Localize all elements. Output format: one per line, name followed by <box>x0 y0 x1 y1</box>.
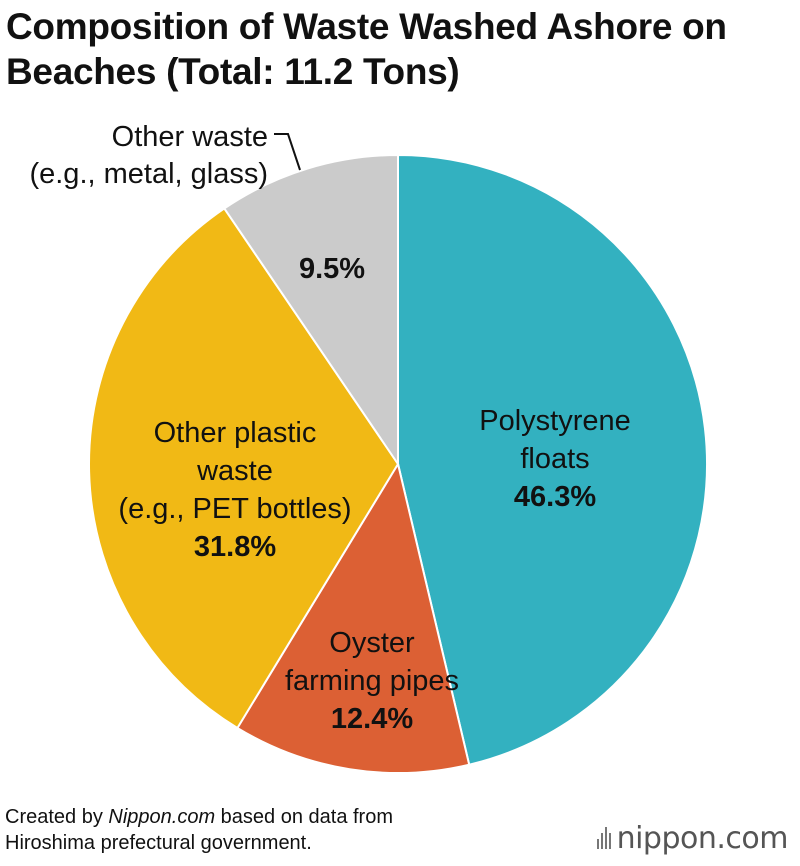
nippon-logo: nippon.com <box>596 820 789 856</box>
source-note-line-1: Created by Nippon.com based on data from <box>5 806 393 828</box>
slice-label-2-line-2: farming pipes <box>285 665 459 697</box>
slice-label-3-line-3: (e.g., PET bottles) <box>118 493 351 525</box>
pie-slice-2 <box>236 461 471 774</box>
source-note: Created by Nippon.com based on data from… <box>5 804 393 856</box>
slice-label-4-line-2: (e.g., metal, glass) <box>29 158 268 190</box>
source-note-line-2: Hiroshima prefectural government. <box>5 832 312 854</box>
pie-slice-3 <box>88 207 400 730</box>
slice-label-4-line-1: Other waste <box>112 121 268 153</box>
slice-value-1: 46.3% <box>514 481 596 513</box>
chart-title: Composition of Waste Washed Ashore on Be… <box>6 4 796 94</box>
pie-labels: Polystyrene floats 46.3% Oyster farming pipe… <box>29 121 630 735</box>
chart-title-line-2: Beaches (Total: 11.2 Tons) <box>6 51 460 92</box>
slice-label-1-line-1: Polystyrene <box>479 405 631 437</box>
slice-label-2-line-1: Oyster <box>329 627 415 659</box>
slice-label-3-line-1: Other plastic <box>154 417 317 449</box>
logo-text: nippon.com <box>616 820 789 856</box>
pie-slices <box>88 153 708 774</box>
slice-value-4: 9.5% <box>299 253 365 285</box>
slice-label-3-line-2: waste <box>196 455 273 487</box>
slice-label-1-line-2: floats <box>520 443 589 475</box>
slice-value-3: 31.8% <box>194 531 276 563</box>
source-name: Nippon.com <box>108 806 216 828</box>
logo-bars-icon <box>596 827 611 849</box>
slice-4-leader-line <box>274 133 301 171</box>
chart-title-line-1: Composition of Waste Washed Ashore on <box>6 6 727 47</box>
slice-value-2: 12.4% <box>331 703 413 735</box>
pie-slice-1 <box>397 153 708 766</box>
pie-slice-4 <box>222 153 399 468</box>
